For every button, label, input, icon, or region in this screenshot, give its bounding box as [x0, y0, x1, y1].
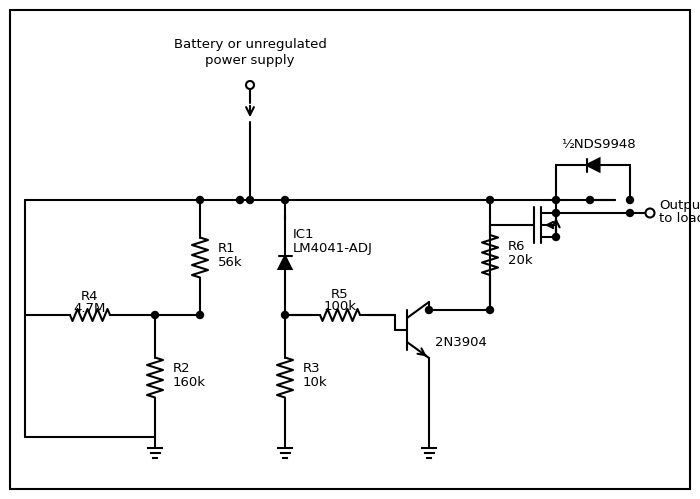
Circle shape: [246, 81, 254, 89]
Text: R1: R1: [218, 242, 236, 255]
Text: 10k: 10k: [303, 376, 328, 389]
Circle shape: [552, 234, 559, 241]
Circle shape: [197, 311, 204, 318]
Circle shape: [151, 311, 158, 318]
Text: 4.7M: 4.7M: [74, 301, 106, 314]
Circle shape: [645, 209, 654, 218]
Text: LM4041-ADJ: LM4041-ADJ: [293, 242, 373, 254]
Text: to load: to load: [659, 213, 700, 226]
Polygon shape: [587, 159, 599, 172]
Text: Battery or unregulated
power supply: Battery or unregulated power supply: [174, 37, 326, 66]
Circle shape: [281, 197, 288, 204]
Text: Output: Output: [659, 200, 700, 213]
Circle shape: [246, 197, 253, 204]
Text: 20k: 20k: [508, 253, 533, 266]
Circle shape: [281, 311, 288, 318]
Text: R2: R2: [173, 362, 190, 375]
Circle shape: [237, 197, 244, 204]
Circle shape: [486, 306, 493, 313]
Text: R5: R5: [331, 288, 349, 301]
Text: ½NDS9948: ½NDS9948: [561, 139, 636, 152]
Text: 100k: 100k: [323, 299, 356, 312]
Circle shape: [552, 210, 559, 217]
Polygon shape: [279, 256, 291, 269]
Circle shape: [197, 197, 204, 204]
Circle shape: [587, 197, 594, 204]
Text: 160k: 160k: [173, 376, 206, 389]
Text: 56k: 56k: [218, 256, 243, 269]
Circle shape: [426, 306, 433, 313]
Circle shape: [626, 210, 634, 217]
Circle shape: [552, 197, 559, 204]
Text: R6: R6: [508, 240, 526, 252]
Text: IC1: IC1: [293, 229, 314, 242]
Text: 2N3904: 2N3904: [435, 335, 487, 348]
Circle shape: [486, 197, 493, 204]
Text: R3: R3: [303, 362, 321, 375]
Circle shape: [626, 197, 634, 204]
Text: R4: R4: [81, 290, 99, 303]
